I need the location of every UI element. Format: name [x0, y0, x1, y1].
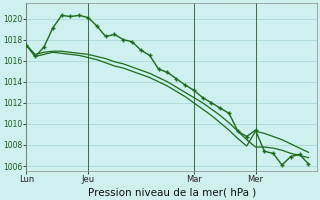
- X-axis label: Pression niveau de la mer( hPa ): Pression niveau de la mer( hPa ): [88, 187, 256, 197]
